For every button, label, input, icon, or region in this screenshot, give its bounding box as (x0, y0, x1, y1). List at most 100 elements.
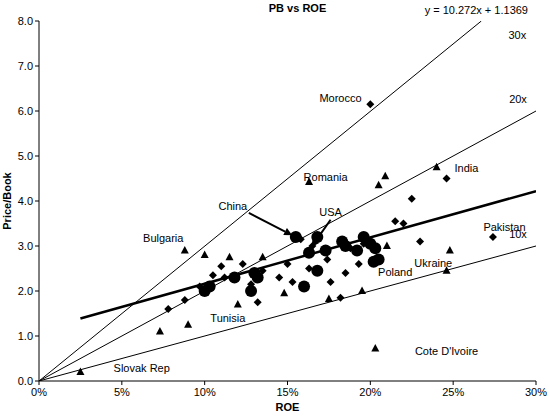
point-circle (339, 240, 351, 252)
point-diamond (337, 294, 345, 302)
y-tick-label: 0.0 (18, 375, 33, 387)
point-diamond (209, 271, 217, 279)
y-tick-label: 6.0 (18, 105, 33, 117)
point-diamond (164, 305, 172, 313)
point-label: Poland (378, 266, 412, 278)
reference-line-label: 20x (509, 93, 527, 105)
y-tick (35, 336, 39, 337)
x-tick-label: 25% (442, 386, 464, 398)
y-tick (35, 111, 39, 112)
point-diamond (416, 238, 424, 246)
point-diamond (181, 296, 189, 304)
point-circle (290, 231, 302, 243)
point-triangle (381, 172, 389, 180)
title: PB vs ROE (269, 2, 326, 14)
point-diamond (391, 217, 399, 225)
y-tick-label: 1.0 (18, 330, 33, 342)
point-diamond (323, 256, 331, 264)
x-tick (370, 381, 371, 385)
point-circle (228, 272, 240, 284)
y-tick (35, 66, 39, 67)
point-circle (320, 245, 332, 257)
reference-line-label: 30x (508, 29, 526, 41)
point-label: Romania (304, 171, 349, 183)
point-diamond (399, 220, 407, 228)
point-triangle (375, 181, 383, 189)
y-tick-label: 8.0 (18, 15, 33, 27)
arrow-head (311, 238, 319, 247)
x-tick (536, 381, 537, 385)
point-diamond (221, 274, 229, 282)
point-triangle (181, 246, 189, 254)
reference-line (39, 111, 536, 381)
y-tick (35, 156, 39, 157)
point-triangle (446, 246, 454, 254)
point-label: Morocco (319, 92, 361, 104)
point-label: Cote D'Ivoire (415, 345, 478, 357)
x-tick (121, 381, 122, 385)
point-diamond (408, 195, 416, 203)
point-diamond (355, 260, 363, 268)
arrow (316, 220, 331, 241)
point-diamond (443, 175, 451, 183)
point-triangle (184, 320, 192, 328)
x-tick-label: 5% (114, 386, 130, 398)
point-triangle (201, 251, 209, 259)
x-tick (39, 381, 40, 385)
y-tick (35, 246, 39, 247)
x-tick-label: 20% (359, 386, 381, 398)
point-triangle (234, 300, 242, 308)
point-diamond (366, 100, 374, 108)
point-label: Ukraine (414, 257, 452, 269)
point-circle (204, 281, 216, 293)
point-triangle (76, 368, 84, 376)
y-tick-label: 7.0 (18, 60, 33, 72)
point-label: Bulgaria (143, 232, 184, 244)
y-tick-label: 2.0 (18, 285, 33, 297)
chart: PB vs ROEy = 10.272x + 1.13690%5%10%15%2… (0, 0, 549, 417)
y-tick-label: 4.0 (18, 195, 33, 207)
y-tick (35, 201, 39, 202)
x-tick (287, 381, 288, 385)
equation: y = 10.272x + 1.1369 (425, 4, 528, 16)
point-label: Tunisia (210, 312, 246, 324)
reference-line (39, 21, 481, 381)
x-tick-label: 10% (194, 386, 216, 398)
x-tick (453, 381, 454, 385)
point-label: USA (319, 206, 342, 218)
point-circle (369, 242, 381, 254)
point-circle (311, 265, 323, 277)
point-diamond (341, 269, 349, 277)
point-triangle (226, 253, 234, 261)
point-label: India (454, 162, 479, 174)
point-diamond (254, 298, 262, 306)
labels: 30x20x10xMoroccoRomaniaIndiaPakistanUkra… (114, 29, 528, 374)
background (0, 0, 549, 417)
x-tick (204, 381, 205, 385)
arrow-head (283, 228, 292, 235)
point-diamond (239, 260, 247, 268)
point-triangle (383, 242, 391, 250)
point-diamond (275, 274, 283, 282)
point-diamond (288, 278, 296, 286)
point-triangle (325, 295, 333, 303)
point-label: Pakistan (483, 221, 525, 233)
point-label: China (218, 200, 248, 212)
point-circle (351, 245, 363, 257)
point-circle (298, 281, 310, 293)
point-diamond (489, 233, 497, 241)
point-triangle (259, 253, 267, 261)
point-label: Slovak Rep (114, 362, 170, 374)
x-tick-label: 30% (525, 386, 547, 398)
point-diamond (327, 278, 335, 286)
reference-line (39, 246, 536, 381)
point-diamond (284, 260, 292, 268)
y-axis-label: Price/Book (1, 171, 13, 229)
point-circle (245, 285, 257, 297)
y-tick (35, 291, 39, 292)
point-triangle (433, 163, 441, 171)
point-circle (252, 272, 264, 284)
point-circle (303, 247, 315, 259)
trend-line (80, 191, 536, 318)
y-tick (35, 21, 39, 22)
